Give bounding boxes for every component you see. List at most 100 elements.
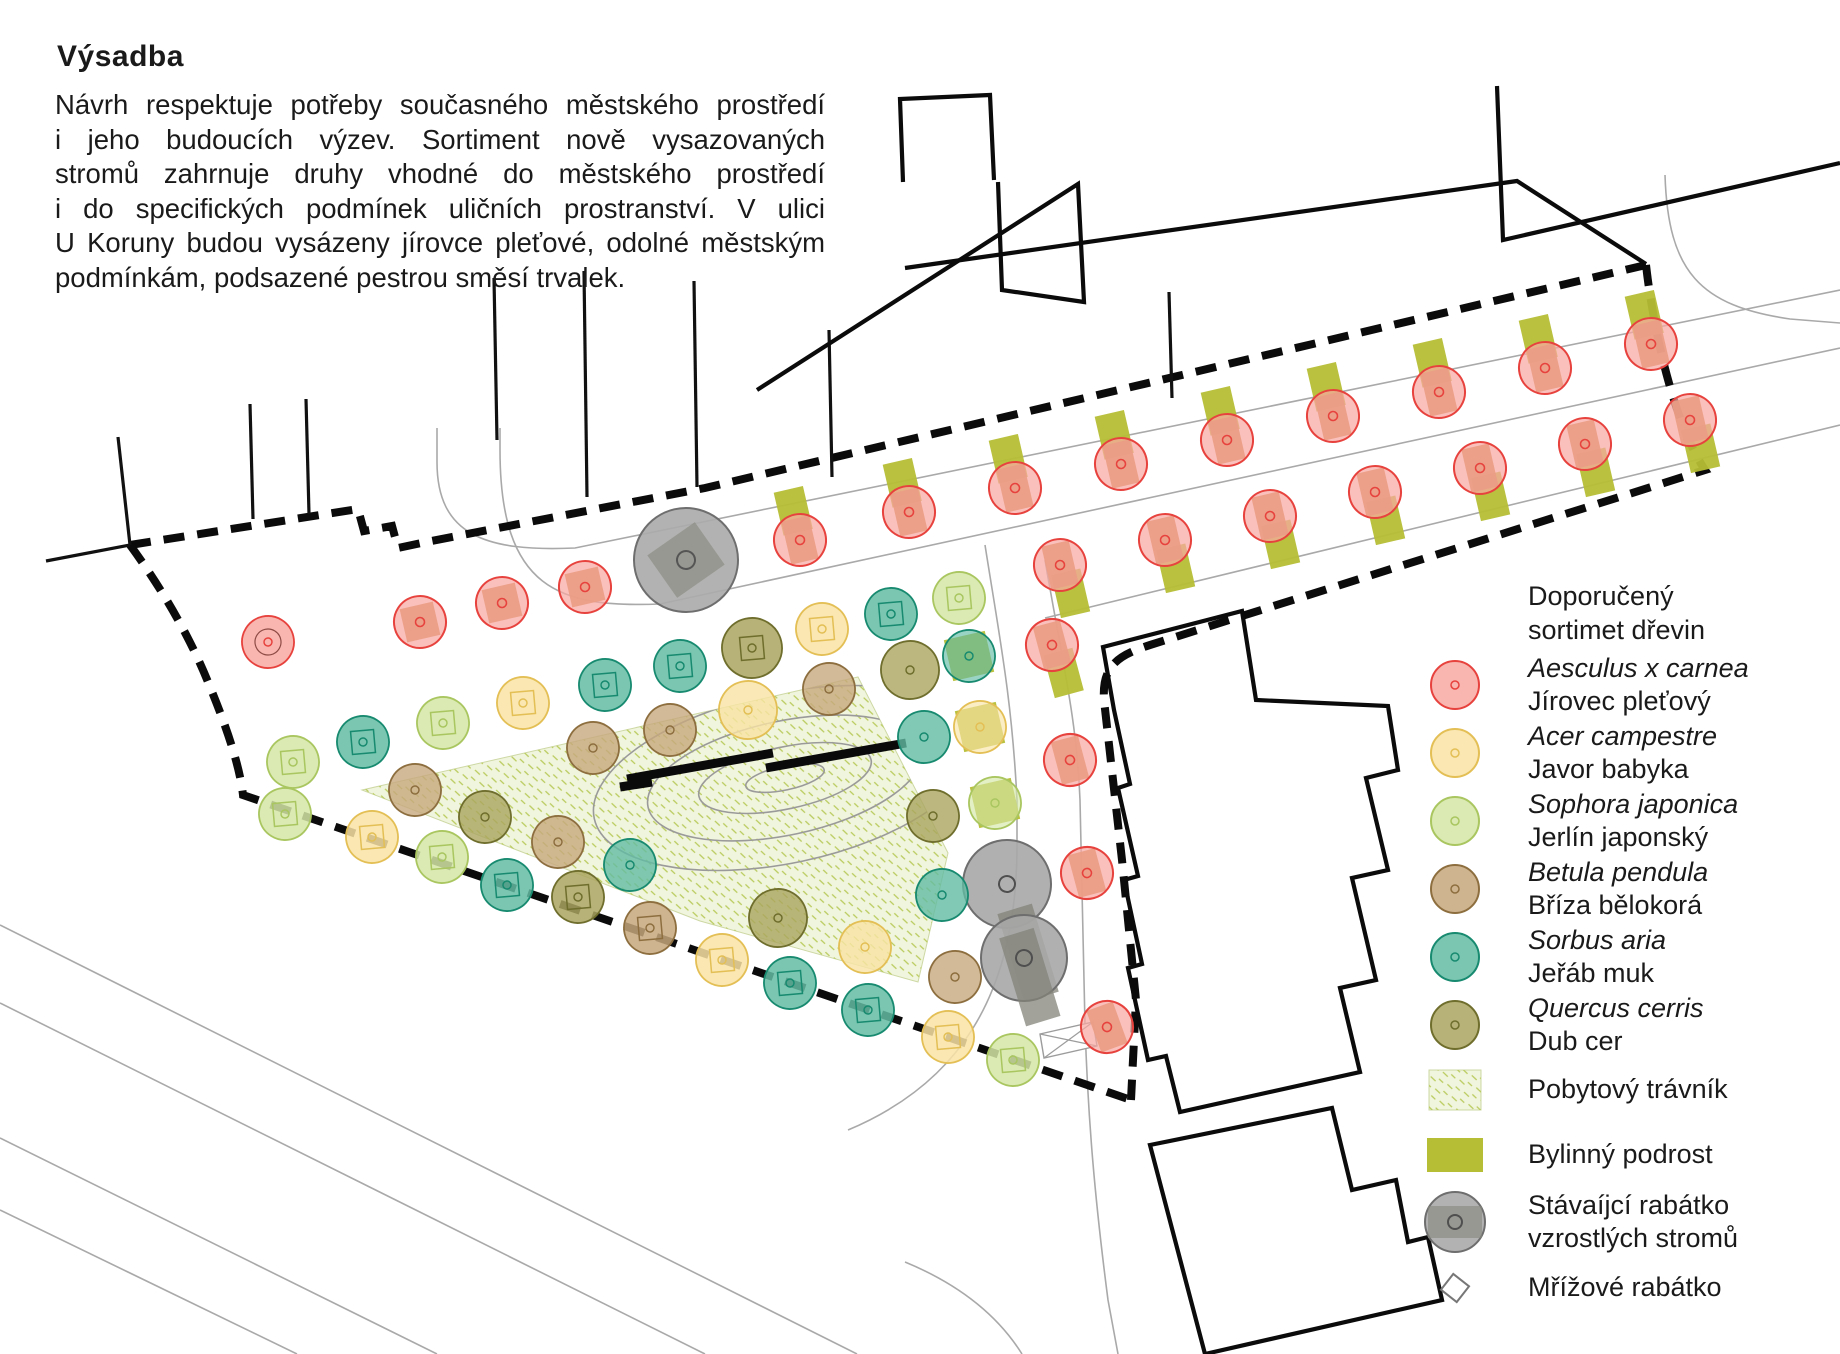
- tree-sorbus: [578, 658, 632, 712]
- legend-item-quercus: Quercus cerris Dub cer: [1408, 989, 1828, 1061]
- tree-betula: [928, 950, 982, 1004]
- tree-aesculus: [1033, 538, 1091, 619]
- tree-sophora: [258, 787, 312, 841]
- parcel-lines: [45, 270, 1174, 563]
- building-outlines: [755, 85, 1840, 1354]
- tree-aesculus: [1060, 846, 1114, 900]
- tree-aesculus: [1518, 313, 1572, 395]
- tree-sorbus: [763, 956, 817, 1010]
- tree-sophora: [416, 696, 470, 750]
- tree-aesculus: [1025, 618, 1084, 699]
- tree-betula: [802, 662, 856, 716]
- legend-item-sorbus: Sorbus aria Jeřáb muk: [1408, 921, 1828, 993]
- sorbus-swatch-icon: [1430, 932, 1480, 982]
- aesculus-swatch-icon: [1430, 660, 1480, 710]
- legend-czech-name: Dub cer: [1528, 1026, 1623, 1056]
- paragraph-line: Návrh respektuje potřeby současného měst…: [55, 89, 825, 120]
- legend-item-labels: Aesculus x carnea Jírovec pleťový: [1528, 652, 1749, 719]
- tree-aesculus: [1558, 417, 1616, 498]
- tree-quercus: [721, 617, 783, 679]
- lawn-swatch-icon: [1428, 1069, 1482, 1111]
- legend-czech-name: Jírovec pleťový: [1528, 686, 1711, 716]
- legend-item-podrost: Bylinný podrost: [1408, 1119, 1828, 1191]
- tree-aesculus: [1094, 409, 1148, 491]
- legend-latin-name: Aesculus x carnea: [1528, 652, 1749, 683]
- tree-quercus: [551, 870, 605, 924]
- legend-item-labels: Quercus cerris Dub cer: [1528, 992, 1704, 1059]
- tree-aesculus: [773, 485, 827, 567]
- tree-aesculus: [1412, 337, 1466, 419]
- tree-sorbus: [915, 868, 969, 922]
- quercus-swatch-icon: [1430, 1000, 1480, 1050]
- tree-sophora: [415, 830, 469, 884]
- paragraph-line: stromů zahrnuje druhy vhodné do městskéh…: [55, 158, 825, 190]
- tree-aesculus: [1453, 441, 1511, 522]
- legend-czech-name: Bříza bělokorá: [1528, 890, 1703, 920]
- tree-gray: [633, 507, 739, 613]
- page-title: Výsadba: [57, 40, 184, 73]
- bench-element: [619, 738, 907, 792]
- tree-sorbus: [864, 587, 918, 641]
- legend-item-labels: Sorbus aria Jeřáb muk: [1528, 924, 1666, 991]
- tree-aesculus: [1080, 1000, 1134, 1054]
- legend-header: Doporučený sortimet dřevin: [1528, 580, 1828, 647]
- paragraph-line: podmínkám, podsazené pestrou směsí trval…: [55, 261, 626, 293]
- legend-item-existing: Stávaíjcí rabátko vzrostlých stromů: [1408, 1186, 1828, 1258]
- legend-latin-name: Acer campestre: [1528, 720, 1718, 751]
- tree-sophora: [986, 1033, 1040, 1087]
- intro-paragraph: Návrh respektuje potřeby současného měst…: [55, 88, 830, 296]
- legend-item-lawn: Pobytový trávník: [1408, 1054, 1828, 1126]
- legend-item-labels: Sophora japonica Jerlín japonský: [1528, 788, 1738, 855]
- tree-sorbus: [942, 629, 996, 683]
- tree-betula: [531, 815, 585, 869]
- legend-header-line1: Doporučený: [1528, 581, 1674, 611]
- legend-czech-name: Javor babyka: [1528, 754, 1689, 784]
- tree-aesculus: [1138, 513, 1196, 594]
- legend-czech-name-line2: vzrostlých stromů: [1528, 1223, 1739, 1253]
- legend-item-labels: Pobytový trávník: [1528, 1073, 1728, 1107]
- site-boundary-dashed: [126, 261, 1712, 1104]
- legend-latin-name: Sophora japonica: [1528, 788, 1739, 819]
- intro-text-block: Výsadba Návrh respektuje potřeby současn…: [55, 40, 830, 296]
- tree-aesculus: [1348, 465, 1406, 546]
- tree-acer: [795, 602, 849, 656]
- existing-swatch-icon: [1424, 1191, 1486, 1253]
- legend-latin-name: Betula pendula: [1528, 856, 1709, 887]
- podrost-swatch-icon: [1427, 1138, 1483, 1172]
- tree-betula: [643, 703, 697, 757]
- trees: [241, 289, 1721, 1087]
- legend-czech-name: Pobytový trávník: [1528, 1074, 1728, 1105]
- grid-swatch-icon: [1439, 1272, 1471, 1304]
- tree-aesculus: [882, 457, 936, 539]
- legend-czech-name: Mřížové rabátko: [1528, 1272, 1722, 1303]
- legend-latin-name: Sorbus aria: [1528, 924, 1667, 955]
- tree-sorbus: [480, 858, 534, 912]
- tree-quercus: [458, 790, 512, 844]
- tree-sorbus: [653, 639, 707, 693]
- legend-czech-name: Jeřáb muk: [1528, 958, 1655, 988]
- tree-betula: [566, 721, 620, 775]
- legend-item-labels: Stávaíjcí rabátko vzrostlých stromů: [1528, 1189, 1738, 1256]
- tree-sorbus: [603, 838, 657, 892]
- tree-acer: [345, 810, 399, 864]
- legend-item-aesculus: Aesculus x carnea Jírovec pleťový: [1408, 649, 1828, 721]
- tree-aesculus: [393, 595, 447, 649]
- legend-item-labels: Bylinný podrost: [1528, 1138, 1713, 1172]
- tree-sophora: [266, 735, 320, 789]
- tree-quercus: [906, 789, 960, 843]
- tree-acer: [953, 700, 1007, 754]
- tree-aesculus: [1243, 489, 1301, 570]
- legend-item-betula: Betula pendula Bříza bělokorá: [1408, 853, 1828, 925]
- legend-item-labels: Acer campestre Javor babyka: [1528, 720, 1717, 787]
- legend-item-acer: Acer campestre Javor babyka: [1408, 717, 1828, 789]
- tree-aesculus: [988, 433, 1042, 515]
- paragraph-line: U Koruny budou vysázeny jírovce pleťové,…: [55, 227, 825, 259]
- tree-aesculus: [1306, 361, 1360, 443]
- tree-sorbus: [897, 710, 951, 764]
- tree-acer: [921, 1010, 975, 1064]
- tree-quercus: [748, 888, 808, 948]
- tree-sophora: [968, 776, 1022, 830]
- tree-aesculus: [1200, 385, 1254, 467]
